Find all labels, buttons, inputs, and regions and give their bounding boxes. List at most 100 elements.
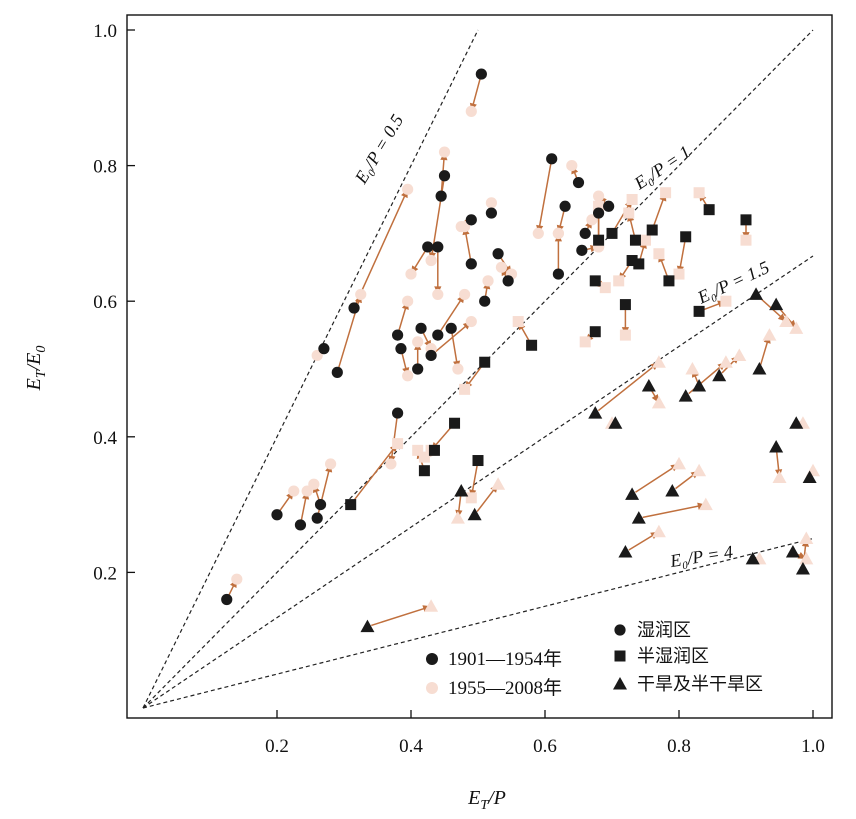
- point-1955-2008: [552, 227, 565, 239]
- axis-ticks: 0.2 0.4 0.6 0.8 1.0 0.2 0.4 0.6 0.8 1.0: [93, 21, 825, 757]
- point-1955-2008: [495, 261, 508, 273]
- point-1901-1954: [579, 227, 591, 239]
- point-1955-2008: [720, 295, 732, 307]
- point-1901-1954: [221, 593, 233, 606]
- point-1955-2008: [424, 599, 439, 612]
- point-1955-2008: [740, 234, 752, 246]
- point-1955-2008: [418, 451, 430, 463]
- point-1901-1954: [712, 368, 727, 382]
- legend-period-label: 1901—1954年: [448, 648, 562, 670]
- point-1955-2008: [651, 355, 666, 368]
- point-1955-2008: [623, 207, 635, 219]
- change-arrow: [433, 322, 471, 354]
- legend-marker-triangle: [613, 677, 627, 690]
- point-1901-1954: [428, 444, 440, 456]
- point-1901-1954: [593, 234, 605, 246]
- point-1955-2008: [465, 492, 477, 504]
- point-1901-1954: [345, 499, 357, 511]
- y-axis-label: ET/E0: [23, 346, 49, 392]
- point-1901-1954: [418, 465, 430, 477]
- y-tick-label: 0.4: [93, 428, 117, 449]
- point-1901-1954: [680, 231, 692, 243]
- point-1901-1954: [294, 519, 307, 531]
- change-arrow: [642, 504, 704, 519]
- point-1955-2008: [698, 497, 713, 511]
- point-1901-1954: [472, 455, 484, 467]
- point-1955-2008: [660, 187, 672, 199]
- point-1901-1954: [626, 255, 638, 267]
- point-1901-1954: [546, 153, 558, 165]
- x-tick-label: 0.6: [533, 736, 557, 757]
- point-1955-2008: [653, 248, 665, 260]
- y-tick-label: 0.8: [93, 157, 117, 178]
- point-1901-1954: [445, 322, 457, 334]
- point-1955-2008: [532, 227, 544, 239]
- point-1901-1954: [789, 416, 804, 429]
- point-1955-2008: [640, 234, 651, 246]
- legend-period-marker: [426, 682, 438, 694]
- point-1955-2008: [512, 316, 524, 328]
- point-1901-1954: [745, 551, 760, 565]
- point-1901-1954: [802, 470, 817, 483]
- point-1901-1954: [479, 295, 491, 307]
- point-1901-1954: [449, 417, 461, 429]
- point-1901-1954: [552, 268, 565, 280]
- point-1901-1954: [703, 204, 715, 216]
- point-1901-1954: [576, 244, 588, 256]
- points-1955-2008: [231, 105, 820, 612]
- point-1955-2008: [288, 485, 300, 497]
- reference-line: [142, 29, 814, 709]
- point-1955-2008: [402, 183, 414, 195]
- point-1901-1954: [502, 275, 514, 287]
- point-1901-1954: [392, 407, 404, 419]
- point-1901-1954: [479, 356, 491, 368]
- legend-period-label: 1955—2008年: [448, 677, 562, 699]
- point-1955-2008: [425, 254, 437, 267]
- point-1901-1954: [589, 326, 601, 338]
- point-1901-1954: [318, 343, 330, 355]
- point-1901-1954: [432, 329, 444, 341]
- point-1955-2008: [762, 328, 777, 341]
- point-1955-2008: [231, 573, 243, 585]
- point-1955-2008: [438, 146, 451, 158]
- point-1955-2008: [455, 221, 467, 233]
- point-1901-1954: [633, 258, 645, 270]
- point-1901-1954: [311, 512, 323, 524]
- point-1955-2008: [672, 456, 686, 470]
- point-1901-1954: [588, 406, 603, 419]
- reference-line-label: E₀/P = 0.5: [350, 111, 407, 188]
- point-1901-1954: [625, 487, 640, 500]
- point-1955-2008: [626, 194, 638, 205]
- point-1901-1954: [589, 275, 601, 287]
- point-1955-2008: [732, 348, 747, 361]
- point-1901-1954: [467, 507, 482, 521]
- point-1955-2008: [799, 531, 814, 544]
- point-1955-2008: [613, 275, 625, 287]
- legend-marker-square: [614, 650, 626, 662]
- point-1901-1954: [425, 349, 437, 362]
- point-1901-1954: [422, 241, 434, 253]
- point-1901-1954: [740, 214, 752, 226]
- point-1955-2008: [308, 478, 320, 490]
- y-tick-label: 0.2: [93, 563, 117, 584]
- legend-period-marker: [426, 653, 438, 665]
- point-1901-1954: [785, 545, 800, 558]
- point-1955-2008: [482, 275, 494, 287]
- x-axis-label: ET/P: [467, 787, 506, 813]
- reference-line: [142, 537, 814, 709]
- legend-zone-label: 湿润区: [637, 620, 691, 641]
- point-1901-1954: [693, 305, 705, 317]
- point-1901-1954: [631, 511, 646, 524]
- point-1901-1954: [271, 509, 283, 521]
- point-1901-1954: [392, 329, 404, 341]
- point-1901-1954: [415, 322, 427, 334]
- point-1901-1954: [629, 234, 641, 246]
- point-1901-1954: [465, 214, 477, 226]
- point-1901-1954: [314, 499, 327, 511]
- point-1955-2008: [692, 463, 707, 477]
- point-1901-1954: [435, 190, 447, 202]
- point-1901-1954: [331, 366, 343, 378]
- point-1901-1954: [360, 619, 375, 633]
- point-1955-2008: [432, 288, 444, 301]
